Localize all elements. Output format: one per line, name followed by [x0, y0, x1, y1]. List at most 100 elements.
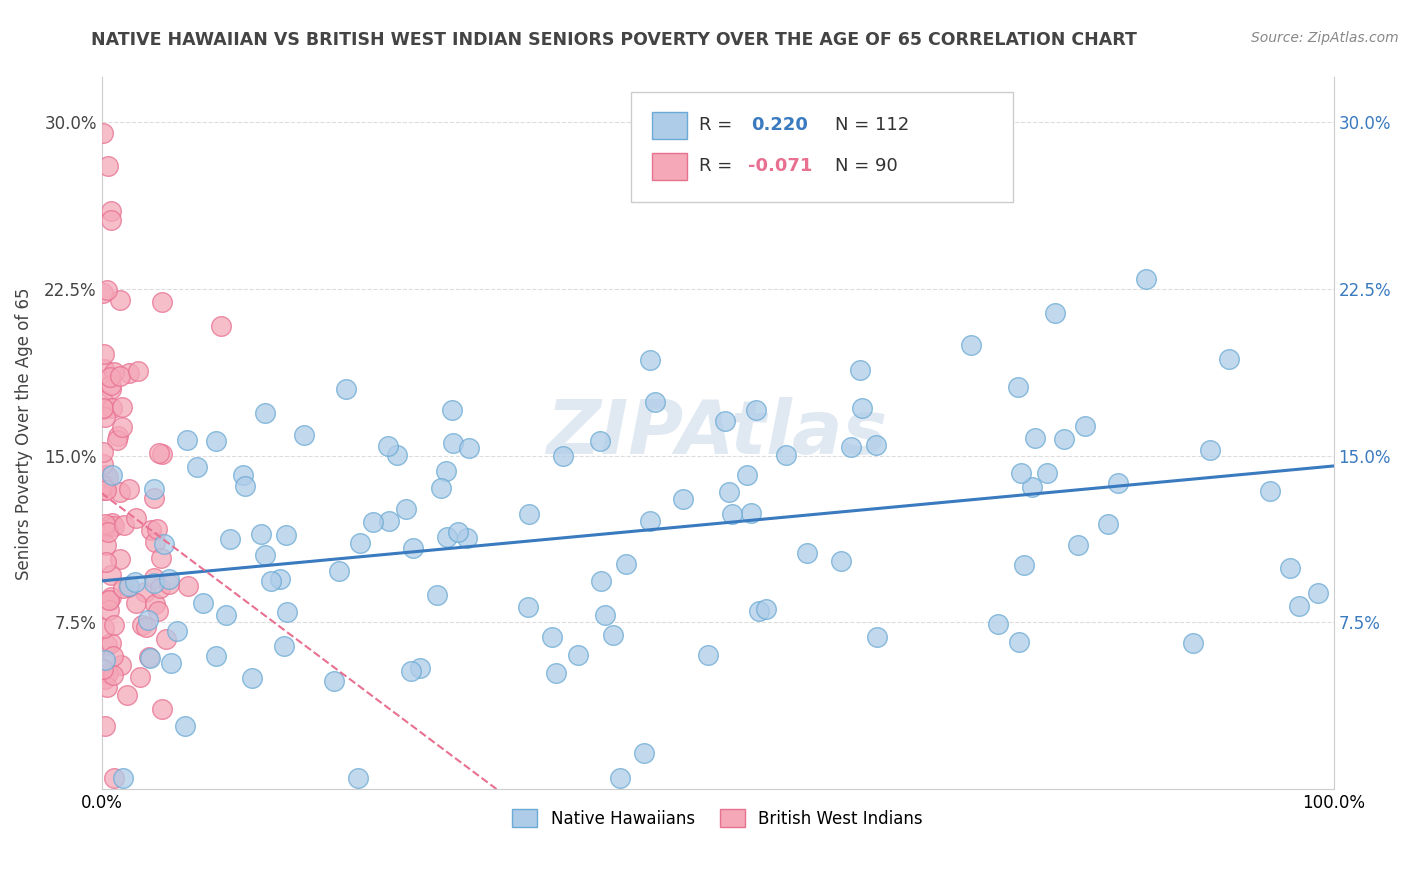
Point [103, 365, 125, 379]
Point [349, 536, 371, 550]
Point [91, 402, 114, 417]
Point [118, 366, 141, 380]
Point [107, 429, 129, 443]
Point [218, 532, 240, 546]
Point [91, 457, 114, 471]
Point [110, 657, 132, 672]
Point [276, 605, 298, 619]
Text: Source: ZipAtlas.com: Source: ZipAtlas.com [1251, 31, 1399, 45]
Point [551, 449, 574, 463]
Point [94, 478, 117, 492]
Point [609, 771, 631, 785]
Point [721, 507, 744, 521]
Point [240, 671, 263, 685]
Point [1021, 480, 1043, 494]
Point [143, 534, 166, 549]
Point [644, 394, 666, 409]
Point [98, 603, 121, 617]
Point [100, 203, 122, 218]
Point [748, 604, 770, 618]
Point [214, 608, 236, 623]
Point [96, 537, 118, 551]
Point [205, 434, 228, 449]
Point [191, 596, 214, 610]
Point [145, 522, 167, 536]
Point [458, 441, 481, 455]
Point [94, 483, 117, 498]
Point [124, 575, 146, 590]
Point [426, 588, 449, 602]
Point [408, 661, 430, 675]
Point [1012, 558, 1035, 572]
Point [117, 482, 139, 496]
Point [292, 428, 315, 442]
Point [128, 670, 150, 684]
Point [94, 653, 117, 667]
Point [110, 400, 132, 414]
Point [103, 519, 125, 533]
Point [745, 402, 768, 417]
Point [516, 599, 538, 614]
Point [323, 674, 346, 689]
Point [152, 537, 174, 551]
Point [718, 484, 741, 499]
Point [672, 491, 695, 506]
Point [110, 419, 132, 434]
Point [1035, 466, 1057, 480]
Point [602, 628, 624, 642]
Point [1067, 538, 1090, 552]
Point [250, 527, 273, 541]
Point [142, 571, 165, 585]
Point [260, 574, 283, 588]
Point [1024, 431, 1046, 445]
Text: N = 112: N = 112 [835, 116, 908, 134]
Point [139, 650, 162, 665]
Point [100, 377, 122, 392]
Point [567, 648, 589, 663]
Point [97, 470, 120, 484]
Point [142, 491, 165, 505]
Point [101, 401, 124, 415]
Text: N = 90: N = 90 [835, 157, 897, 176]
Point [441, 436, 464, 450]
Point [273, 640, 295, 654]
Point [436, 530, 458, 544]
Point [100, 382, 122, 396]
Point [157, 572, 180, 586]
Point [378, 514, 401, 528]
Point [253, 548, 276, 562]
Point [233, 479, 256, 493]
Point [1278, 561, 1301, 575]
Point [98, 369, 121, 384]
Point [91, 286, 114, 301]
Point [1258, 484, 1281, 499]
Point [395, 502, 418, 516]
Point [796, 546, 818, 560]
Point [361, 516, 384, 530]
Point [101, 516, 124, 531]
Text: -0.071: -0.071 [748, 157, 813, 176]
Point [127, 364, 149, 378]
Point [112, 581, 135, 595]
Point [593, 607, 616, 622]
Point [447, 524, 470, 539]
Point [155, 632, 177, 647]
Point [735, 467, 758, 482]
Point [100, 567, 122, 582]
Point [1135, 272, 1157, 286]
Point [96, 468, 118, 483]
Point [434, 464, 457, 478]
Text: ZIPAtlas: ZIPAtlas [547, 397, 889, 470]
Point [152, 447, 174, 461]
Bar [652, 153, 686, 180]
Text: NATIVE HAWAIIAN VS BRITISH WEST INDIAN SENIORS POVERTY OVER THE AGE OF 65 CORREL: NATIVE HAWAIIAN VS BRITISH WEST INDIAN S… [91, 31, 1137, 49]
Point [335, 382, 357, 396]
Point [696, 648, 718, 662]
Point [94, 555, 117, 569]
Point [269, 572, 291, 586]
Point [517, 507, 540, 521]
Point [839, 440, 862, 454]
Point [108, 485, 131, 500]
Point [865, 438, 887, 452]
Point [1074, 419, 1097, 434]
